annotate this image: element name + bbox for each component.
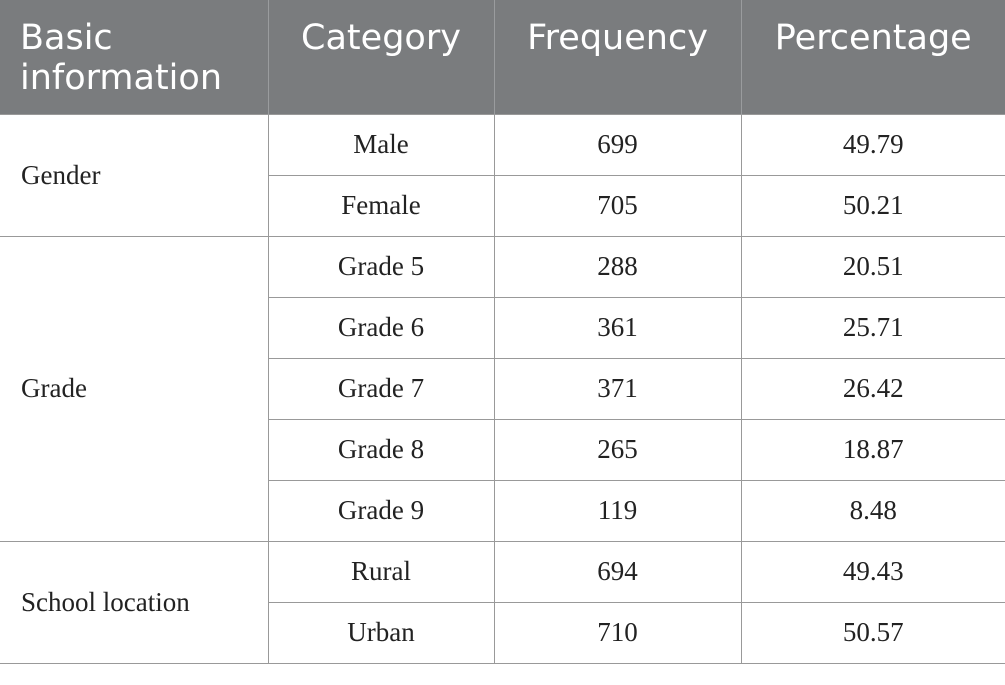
percentage-cell: 49.79 — [740, 113, 1005, 176]
frequency-cell: 710 — [493, 601, 742, 664]
category-cell: Grade 7 — [267, 357, 495, 420]
table-row: Grade 7 371 26.42 — [0, 357, 1005, 420]
frequency-cell: 265 — [493, 418, 742, 481]
category-cell: Grade 8 — [267, 418, 495, 481]
frequency-cell: 361 — [493, 296, 742, 359]
frequency-cell: 694 — [493, 540, 742, 603]
category-cell: Male — [267, 113, 495, 176]
frequency-cell: 699 — [493, 113, 742, 176]
category-cell: Grade 6 — [267, 296, 495, 359]
frequency-cell: 705 — [493, 174, 742, 237]
category-cell: Urban — [267, 601, 495, 664]
table-row: Grade Grade 5 288 20.51 — [0, 235, 1005, 542]
table-row: Urban 710 50.57 — [0, 601, 1005, 664]
percentage-cell: 8.48 — [740, 479, 1005, 542]
header-category: Category — [268, 0, 495, 114]
category-cell: Grade 5 — [267, 235, 495, 298]
header-percentage: Percentage — [741, 0, 1005, 114]
percentage-cell: 26.42 — [740, 357, 1005, 420]
percentage-cell: 25.71 — [740, 296, 1005, 359]
table-row: Grade 8 265 18.87 — [0, 418, 1005, 481]
group-label-grade: Grade — [0, 235, 269, 542]
frequency-cell: 371 — [493, 357, 742, 420]
header-frequency: Frequency — [494, 0, 742, 114]
percentage-cell: 50.21 — [740, 174, 1005, 237]
table-row: Female 705 50.21 — [0, 174, 1005, 237]
table-header: Basic information Category Frequency Per… — [0, 0, 1005, 114]
percentage-cell: 50.57 — [740, 601, 1005, 664]
group-label-school-location: School location — [0, 540, 269, 664]
header-row: Basic information Category Frequency Per… — [0, 0, 1005, 114]
frequency-cell: 119 — [493, 479, 742, 542]
frequency-cell: 288 — [493, 235, 742, 298]
category-cell: Female — [267, 174, 495, 237]
percentage-cell: 49.43 — [740, 540, 1005, 603]
table-row: School location Rural 694 49.43 — [0, 540, 1005, 664]
table-row: Grade 6 361 25.71 — [0, 296, 1005, 359]
group-label-gender: Gender — [0, 113, 269, 237]
table-row: Gender Male 699 49.79 — [0, 113, 1005, 237]
table-body: Gender Male 699 49.79 Female 705 50.21 G… — [0, 113, 1005, 664]
percentage-cell: 20.51 — [740, 235, 1005, 298]
category-cell: Grade 9 — [267, 479, 495, 542]
demographics-table: Basic information Category Frequency Per… — [0, 0, 1005, 664]
category-cell: Rural — [267, 540, 495, 603]
percentage-cell: 18.87 — [740, 418, 1005, 481]
header-basic-information: Basic information — [0, 0, 269, 114]
